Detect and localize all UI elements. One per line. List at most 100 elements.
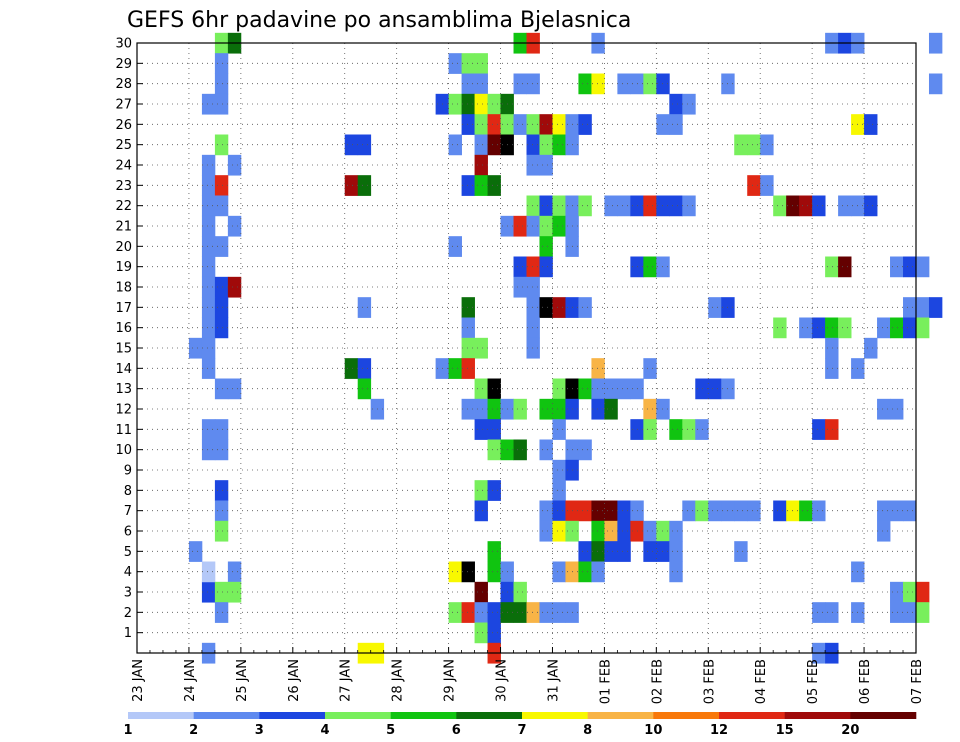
precip-cell <box>513 256 527 278</box>
color-scale-swatch <box>259 712 326 719</box>
precip-cell <box>513 215 527 237</box>
precip-cell <box>227 581 242 603</box>
precip-cell <box>916 602 930 623</box>
precip-cell <box>201 236 216 257</box>
precip-cell <box>513 114 527 135</box>
precip-cell <box>734 541 748 562</box>
precip-cell <box>487 541 501 562</box>
precip-cell <box>526 602 540 623</box>
precip-cell <box>604 195 618 217</box>
precip-cell <box>747 500 761 522</box>
y-tick-label: 23 <box>115 179 132 194</box>
y-tick-label: 21 <box>115 220 132 235</box>
precip-cell <box>591 358 605 379</box>
precip-cell <box>448 53 462 74</box>
x-tick-label: 31 JAN <box>546 659 561 702</box>
x-tick-label: 29 JAN <box>443 659 458 702</box>
precip-cell <box>487 114 501 135</box>
precip-cell <box>513 398 527 420</box>
precip-cell <box>214 53 229 74</box>
precip-cell <box>487 419 501 440</box>
precip-cell <box>669 114 683 135</box>
precip-cell <box>461 358 475 379</box>
precip-cell <box>552 419 566 440</box>
precip-cell <box>474 480 488 501</box>
precip-cell <box>487 398 501 420</box>
y-tick-label: 2 <box>124 606 132 621</box>
precip-cell <box>838 317 852 339</box>
x-tick-label: 03 FEB <box>702 659 717 704</box>
x-tick-label: 24 JAN <box>183 659 198 702</box>
precip-cell <box>539 195 553 217</box>
precip-cell <box>682 195 696 217</box>
color-scale-label: 1 <box>123 723 132 738</box>
precip-cell <box>734 500 748 522</box>
precip-cell <box>591 520 605 542</box>
precip-cell <box>799 500 813 522</box>
precip-cell <box>708 378 722 400</box>
x-tick-label: 04 FEB <box>754 659 769 704</box>
precip-cell <box>760 175 774 196</box>
y-tick-label: 28 <box>115 77 132 92</box>
precip-cell <box>448 93 462 115</box>
color-scale-label: 6 <box>452 723 461 738</box>
color-scale-label: 3 <box>255 723 264 738</box>
precip-cell <box>201 175 216 196</box>
y-tick-label: 9 <box>124 464 132 479</box>
x-tick-label: 01 FEB <box>598 659 613 704</box>
precip-cell <box>903 500 917 522</box>
precip-cell <box>552 480 566 501</box>
precip-cell <box>928 297 943 318</box>
precip-cell <box>552 520 566 542</box>
precip-cell <box>448 602 462 623</box>
precip-cell <box>526 195 540 217</box>
precip-cell <box>448 358 462 379</box>
precip-cell <box>825 256 839 278</box>
precip-cell <box>188 541 203 562</box>
precip-cell <box>357 378 372 400</box>
x-tick-label: 25 JAN <box>235 659 250 702</box>
precip-cell <box>448 236 462 257</box>
y-tick-label: 13 <box>115 382 132 397</box>
precip-cell <box>669 93 683 115</box>
precip-cell <box>487 439 501 461</box>
x-tick-label: 05 FEB <box>806 659 821 704</box>
precip-cell <box>669 195 683 217</box>
precip-cell <box>682 93 696 115</box>
precip-cell <box>474 398 488 420</box>
color-scale-swatch <box>587 712 654 719</box>
precip-cell <box>656 541 670 562</box>
chart-title: GEFS 6hr padavine po ansamblima Bjelasni… <box>127 8 631 33</box>
precip-cell <box>487 378 501 400</box>
precip-cell <box>214 195 229 217</box>
precip-cell <box>461 73 475 95</box>
precip-cell <box>890 602 904 623</box>
precip-cell <box>461 114 475 135</box>
precip-cell <box>227 378 242 400</box>
precip-cell <box>812 602 826 623</box>
precip-cell <box>214 297 229 318</box>
precip-cell <box>474 602 488 623</box>
y-tick-label: 3 <box>124 586 132 601</box>
precip-cell <box>617 73 631 95</box>
precip-cell <box>682 500 696 522</box>
precip-cell <box>461 297 475 318</box>
precip-cell <box>890 256 904 278</box>
y-tick-label: 27 <box>115 98 132 113</box>
precip-cell <box>201 317 216 339</box>
precip-cell <box>201 358 216 379</box>
precip-cell <box>773 317 787 339</box>
precip-cell <box>357 358 372 379</box>
precip-cell <box>578 439 592 461</box>
precip-cell <box>838 256 852 278</box>
precip-cell <box>552 398 566 420</box>
precip-cell <box>201 581 216 603</box>
precip-cell <box>214 520 229 542</box>
precip-cell <box>760 134 774 156</box>
y-tick-label: 16 <box>115 321 132 336</box>
precip-cell <box>591 73 605 95</box>
y-tick-label: 5 <box>124 545 132 560</box>
y-tick-label: 19 <box>115 260 132 275</box>
precip-cell <box>214 134 229 156</box>
precip-cell <box>591 398 605 420</box>
